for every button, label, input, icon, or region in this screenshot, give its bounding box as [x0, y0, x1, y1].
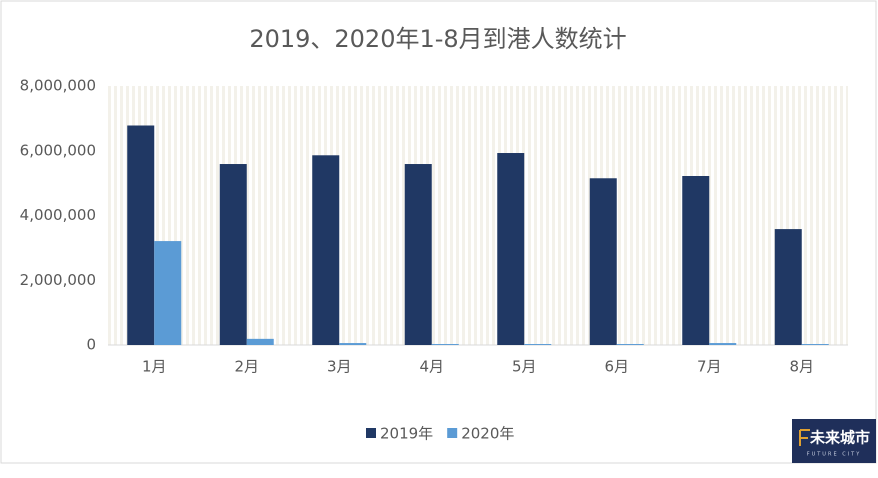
bar — [404, 164, 432, 345]
x-tick-label: 1月 — [142, 358, 167, 376]
bar — [154, 241, 182, 345]
plot-area — [108, 86, 848, 345]
legend-label: 2019年 — [380, 425, 433, 443]
bar — [801, 344, 829, 345]
legend-label: 2020年 — [461, 425, 514, 443]
x-tick-label: 7月 — [697, 358, 722, 376]
chart-title: 2019、2020年1-8月到港人数统计 — [249, 25, 626, 53]
logo-icon — [799, 429, 810, 446]
y-tick-label: 0 — [86, 336, 96, 354]
bar — [127, 125, 155, 345]
y-tick-label: 2,000,000 — [20, 271, 96, 289]
bar — [339, 343, 367, 345]
x-tick-label: 3月 — [327, 358, 352, 376]
bar — [616, 344, 644, 345]
bar — [682, 176, 710, 345]
x-tick-label: 2月 — [234, 358, 259, 376]
x-tick-label: 5月 — [512, 358, 537, 376]
logo-subtext: FUTURE CITY — [807, 452, 862, 458]
y-tick-label: 8,000,000 — [20, 77, 96, 95]
y-tick-label: 6,000,000 — [20, 141, 96, 159]
bar — [524, 344, 552, 345]
bar — [774, 229, 802, 345]
bar — [312, 155, 340, 345]
x-tick-label: 4月 — [419, 358, 444, 376]
bar — [431, 344, 459, 345]
bar — [709, 343, 737, 345]
logo-text: 未来城市 — [809, 429, 870, 447]
bar — [219, 164, 247, 345]
legend-swatch — [366, 428, 376, 438]
x-tick-label: 6月 — [604, 358, 629, 376]
logo-box — [792, 419, 876, 463]
legend-swatch — [447, 428, 458, 438]
x-tick-label: 8月 — [789, 358, 814, 376]
bar — [497, 153, 525, 345]
watermark: 未来城市 FUTURE CITY — [792, 419, 876, 463]
bar — [246, 338, 274, 345]
bar — [589, 178, 617, 345]
y-tick-label: 4,000,000 — [20, 206, 96, 224]
